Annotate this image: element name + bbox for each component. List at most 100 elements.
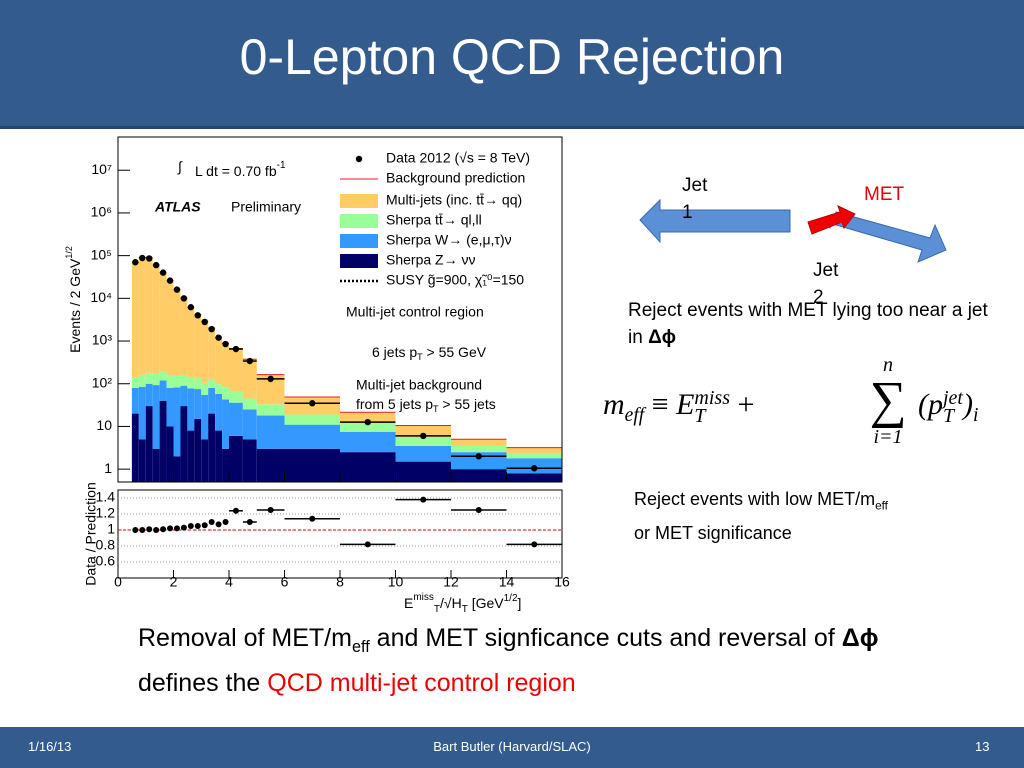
data-point: [139, 254, 146, 262]
stack-bar: [222, 387, 229, 400]
y-tick-label: 10³: [92, 332, 113, 348]
text: T: [943, 405, 955, 428]
ratio-tick-label: 1: [107, 521, 115, 537]
stack-bar: [215, 393, 223, 431]
text: miss: [694, 387, 730, 410]
ratio-point: [167, 525, 174, 532]
legend-label: Sherpa Z→ νν: [386, 252, 475, 268]
data-point: [475, 453, 482, 460]
text: QCD multi-jet control region: [267, 669, 576, 697]
text-part: > 55 GeV: [423, 344, 487, 360]
stack-bar: [256, 404, 285, 416]
data-point: [187, 304, 195, 311]
ratio-point: [153, 527, 160, 533]
data-point: [420, 432, 427, 440]
stack-bar: [395, 461, 451, 482]
text-part: 1/2: [64, 246, 74, 259]
text-part: Events / 2 GeV: [67, 258, 83, 353]
jet2-arrow: [824, 211, 947, 263]
stack-bar: [159, 380, 167, 401]
stack-bar: [256, 448, 285, 482]
stack-bar: [229, 435, 243, 482]
stack-bar: [222, 399, 229, 449]
conclusion: Removal of MET/meff and MET signficance …: [138, 620, 918, 701]
method: from 5 jets pT > 55 jets: [356, 396, 496, 415]
lumi: L dt = 0.70 fb-1: [195, 160, 286, 179]
stack-bar: [506, 473, 562, 482]
ratio-tick-label: 1.4: [96, 489, 116, 505]
legend-swatch: [340, 194, 378, 208]
legend-label: Sherpa W→ (e,μ,τ)ν: [386, 232, 512, 248]
stack-bar: [166, 375, 174, 388]
legend-label: Data 2012 (√s = 8 TeV): [386, 150, 530, 166]
stack-bar: [506, 452, 562, 459]
text: Δϕ: [841, 624, 879, 652]
stack-bar: [451, 445, 507, 453]
text-part: -1: [277, 160, 286, 171]
stack-bar: [173, 289, 181, 376]
jet2-label: Jet 2: [813, 260, 839, 308]
ratio-point: [194, 523, 201, 529]
data-point: [201, 318, 208, 326]
stack-bar: [242, 398, 257, 410]
data-point: [146, 255, 153, 262]
frame: [117, 489, 563, 579]
legend-swatch: [340, 214, 378, 228]
met-arrow: [807, 205, 856, 235]
data-point: [208, 325, 215, 333]
x-tick-label: 4: [225, 574, 233, 590]
ratio-tick-label: 1.2: [96, 505, 116, 521]
stack-bar: [138, 386, 146, 440]
header: [0, 0, 1024, 129]
ratio-point: [232, 507, 239, 514]
stack-bar: [222, 343, 229, 388]
stack-bar: [131, 387, 139, 414]
stack-bar: [208, 378, 216, 388]
stack-bar: [152, 373, 160, 386]
stack-bar: [194, 418, 202, 482]
text: eff: [624, 405, 645, 426]
author: Bart Butler (Harvard/SLAC): [433, 739, 591, 754]
text: (p: [918, 388, 943, 421]
legend-label: Background prediction: [386, 170, 525, 186]
stack-bar: [215, 337, 223, 385]
x-tick-label: 2: [170, 574, 178, 590]
y-tick-label: 10⁷: [91, 161, 112, 177]
text-part: ]: [518, 595, 522, 611]
y-tick-label: 10⁶: [91, 204, 112, 220]
data-point: [215, 334, 222, 341]
stack-bar: [152, 265, 160, 374]
stack-bar: [340, 423, 396, 432]
ratio-point: [475, 507, 482, 513]
text-part: /√H: [440, 595, 462, 611]
status: Preliminary: [231, 199, 301, 215]
stack-bar: [159, 371, 167, 381]
stack-bar: [284, 448, 340, 482]
stack-bar: [187, 307, 195, 378]
stack-bar: [173, 375, 181, 388]
experiment: ATLAS: [154, 199, 201, 215]
data-point: [152, 261, 160, 269]
data-point: [132, 259, 139, 266]
stack-bar: [395, 445, 451, 462]
text-part: T: [462, 604, 468, 615]
y-tick-label: 10⁴: [90, 289, 112, 305]
stack-bar: [229, 391, 243, 403]
date: 1/16/13: [28, 739, 72, 754]
stack-bar: [180, 406, 188, 482]
ratio-point: [160, 526, 167, 533]
ratio-point: [187, 523, 194, 529]
data-point: [166, 277, 174, 284]
data-point: [232, 345, 240, 353]
text: eff: [351, 638, 370, 656]
stack-bar: [201, 439, 209, 482]
stack-bar: [215, 430, 223, 482]
text: ∑: [869, 372, 907, 429]
x-tick-label: 0: [114, 574, 122, 590]
text: jet: [943, 387, 963, 410]
sum: n ∑ i=1: [858, 355, 918, 447]
text-part: T: [434, 604, 440, 615]
x-axis-label: EmissT/√HT [GeV1/2]: [404, 592, 521, 615]
text: eff: [875, 499, 888, 513]
